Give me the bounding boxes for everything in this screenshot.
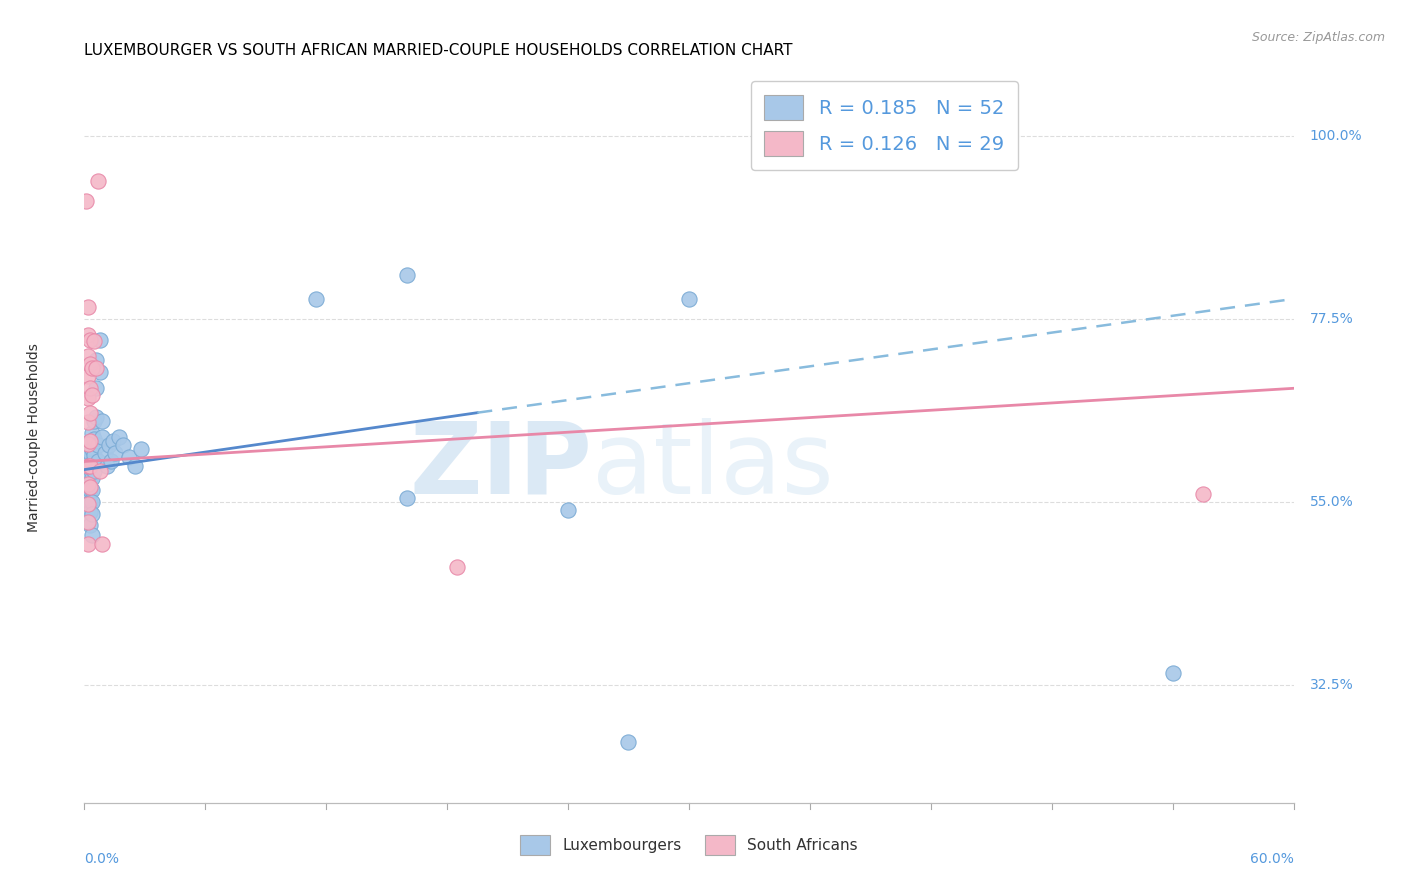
- Point: [93, 446, 115, 460]
- Point: [77, 328, 100, 343]
- Point: [557, 503, 579, 517]
- Point: [79, 458, 101, 473]
- Point: [82, 425, 104, 440]
- Point: [79, 446, 101, 460]
- Point: [86, 381, 108, 395]
- Point: [82, 527, 104, 541]
- Point: [86, 409, 108, 424]
- Point: [82, 495, 104, 509]
- Point: [305, 292, 328, 306]
- Legend: Luxembourgers, South Africans: Luxembourgers, South Africans: [513, 830, 865, 861]
- Point: [79, 381, 101, 395]
- Point: [79, 458, 101, 473]
- Point: [82, 471, 104, 485]
- Text: atlas: atlas: [592, 417, 834, 515]
- Point: [87, 438, 110, 452]
- Point: [89, 365, 111, 379]
- Point: [83, 334, 105, 348]
- Point: [87, 454, 110, 468]
- Point: [82, 361, 104, 376]
- Point: [79, 357, 101, 371]
- Point: [129, 442, 152, 457]
- Point: [87, 174, 110, 188]
- Point: [77, 516, 100, 530]
- Point: [79, 495, 101, 509]
- Point: [77, 491, 100, 505]
- Text: ZIP: ZIP: [409, 417, 592, 515]
- Point: [91, 430, 114, 444]
- Point: [77, 537, 100, 551]
- Text: 60.0%: 60.0%: [1250, 852, 1294, 865]
- Point: [77, 479, 100, 493]
- Text: Married-couple Households: Married-couple Households: [27, 343, 41, 532]
- Point: [83, 432, 105, 446]
- Text: Source: ZipAtlas.com: Source: ZipAtlas.com: [1251, 31, 1385, 45]
- Point: [1161, 665, 1184, 680]
- Point: [82, 442, 104, 457]
- Point: [118, 450, 141, 465]
- Text: 55.0%: 55.0%: [1309, 495, 1354, 509]
- Point: [1192, 487, 1215, 501]
- Point: [97, 438, 120, 452]
- Point: [89, 333, 111, 347]
- Point: [446, 560, 468, 574]
- Point: [395, 268, 418, 282]
- Point: [101, 434, 124, 449]
- Point: [77, 300, 100, 314]
- Point: [79, 333, 101, 347]
- Text: 32.5%: 32.5%: [1309, 678, 1354, 692]
- Point: [77, 497, 100, 511]
- Point: [79, 406, 101, 420]
- Point: [77, 454, 100, 468]
- Point: [82, 456, 104, 470]
- Point: [82, 388, 104, 402]
- Point: [104, 446, 127, 460]
- Point: [107, 430, 129, 444]
- Point: [75, 438, 97, 452]
- Point: [89, 464, 111, 478]
- Point: [79, 471, 101, 485]
- Point: [111, 438, 134, 452]
- Point: [77, 416, 100, 430]
- Point: [79, 483, 101, 497]
- Point: [617, 735, 640, 749]
- Point: [91, 414, 114, 428]
- Point: [77, 436, 100, 450]
- Point: [79, 505, 101, 519]
- Point: [83, 414, 105, 428]
- Point: [77, 477, 100, 491]
- Point: [79, 434, 101, 449]
- Point: [79, 480, 101, 494]
- Text: LUXEMBOURGER VS SOUTH AFRICAN MARRIED-COUPLE HOUSEHOLDS CORRELATION CHART: LUXEMBOURGER VS SOUTH AFRICAN MARRIED-CO…: [84, 43, 793, 58]
- Point: [77, 349, 100, 363]
- Point: [96, 458, 118, 473]
- Point: [75, 194, 97, 209]
- Point: [124, 458, 146, 473]
- Point: [82, 483, 104, 497]
- Point: [77, 391, 100, 405]
- Text: 100.0%: 100.0%: [1309, 129, 1362, 144]
- Point: [83, 448, 105, 462]
- Point: [79, 434, 101, 449]
- Point: [395, 491, 418, 505]
- Text: 77.5%: 77.5%: [1309, 312, 1354, 326]
- Point: [77, 369, 100, 384]
- Point: [678, 292, 700, 306]
- Point: [82, 508, 104, 522]
- Point: [91, 537, 114, 551]
- Point: [77, 458, 100, 473]
- Point: [77, 467, 100, 481]
- Point: [100, 454, 122, 468]
- Point: [83, 464, 105, 478]
- Point: [79, 517, 101, 532]
- Point: [86, 361, 108, 376]
- Point: [86, 352, 108, 367]
- Text: 0.0%: 0.0%: [84, 852, 120, 865]
